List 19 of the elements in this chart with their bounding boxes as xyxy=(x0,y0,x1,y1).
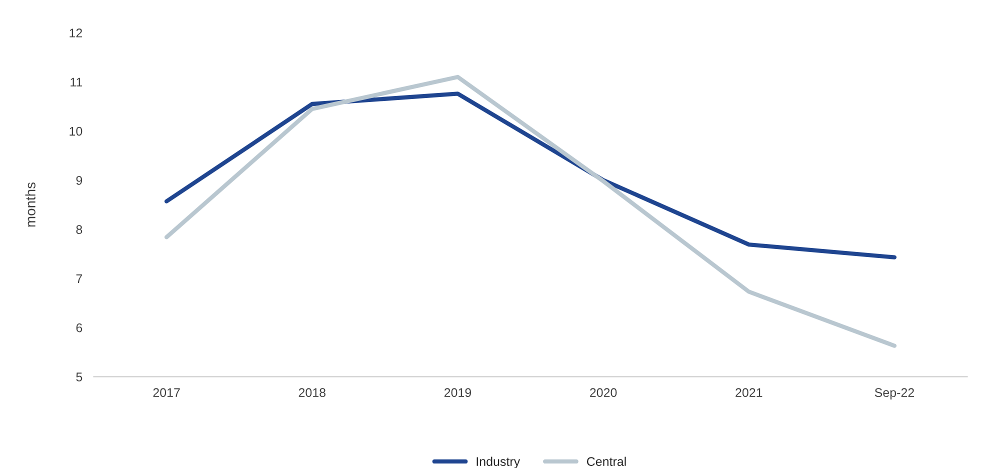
legend-label: Central xyxy=(586,456,626,466)
x-tick-label: 2020 xyxy=(590,388,617,398)
x-tick-label: 2017 xyxy=(153,388,180,398)
y-tick-label: 6 xyxy=(76,323,82,332)
legend-label: Industry xyxy=(476,456,520,468)
y-tick-label: 5 xyxy=(76,372,82,382)
y-tick-label: 9 xyxy=(76,176,82,185)
line-series xyxy=(164,92,897,260)
y-tick-label: 11 xyxy=(70,78,82,86)
y-tick-label: 7 xyxy=(76,274,82,283)
x-tick-label: Sep-22 xyxy=(874,388,914,400)
line-series xyxy=(164,74,897,348)
y-tick-label: 8 xyxy=(76,225,82,234)
x-tick-label: 2021 xyxy=(736,388,762,398)
x-tick-label: 2019 xyxy=(444,388,472,398)
x-tick-label: 2018 xyxy=(298,388,326,398)
y-axis-title: months xyxy=(25,182,36,227)
y-tick-label: 12 xyxy=(70,28,82,38)
y-tick-label: 10 xyxy=(70,126,82,136)
